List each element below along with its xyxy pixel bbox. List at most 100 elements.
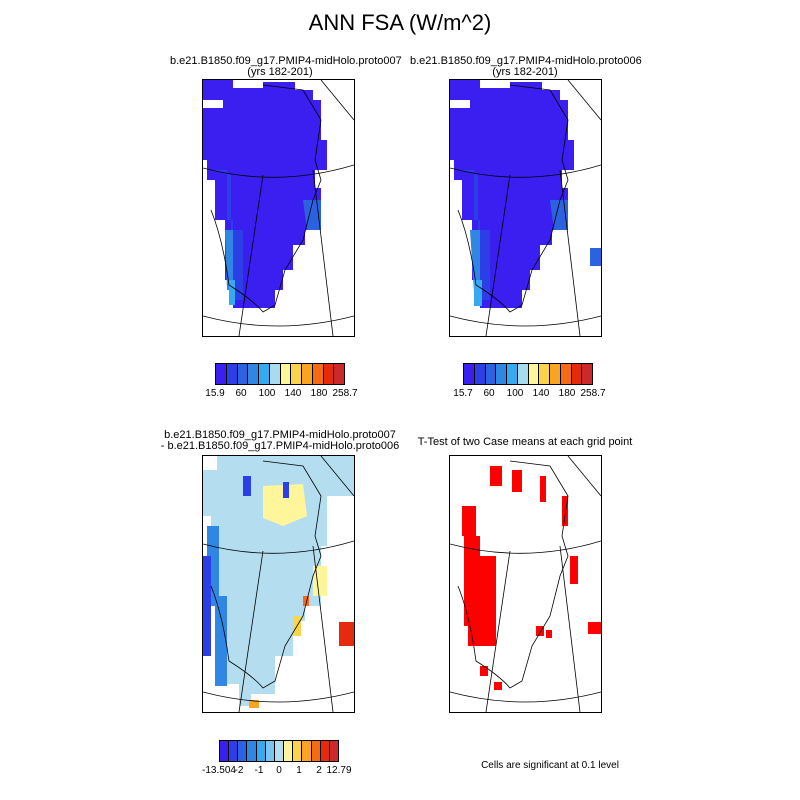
ttest-significant-cells xyxy=(462,466,601,690)
case1-colorbar: 15.9 60 100 140 180 258.7 xyxy=(205,363,358,402)
case1-colorbar-tick-label: 258.7 xyxy=(332,388,358,399)
significant-cell xyxy=(540,476,546,502)
case1-colorbar-tick-label: 100 xyxy=(258,388,276,399)
case2-colorbar-swatch xyxy=(496,364,507,384)
significant-cell xyxy=(462,506,476,536)
difference-colorbar-tick-label: -13.504 xyxy=(202,765,236,776)
case1-colorbar-tick-label: 140 xyxy=(284,388,302,399)
difference-colorbar-swatch xyxy=(220,741,230,761)
case1-colorbar-tick-label: 180 xyxy=(310,388,328,399)
difference-grid xyxy=(203,456,354,712)
case1-colorbar-swatch xyxy=(248,364,259,384)
case1-colorbar-tick-label: 60 xyxy=(235,388,247,399)
case2-title-line1: b.e21.B1850.f09_g17.PMIP4-midHolo.proto0… xyxy=(410,55,642,67)
difference-field xyxy=(203,456,354,708)
case2-colorbar-tick-label: 180 xyxy=(558,388,576,399)
difference-colorbar-swatch xyxy=(229,741,239,761)
difference-colorbar-tick-label: -2 xyxy=(234,765,244,776)
case1-colorbar-swatch xyxy=(302,364,313,384)
difference-colorbar-swatch xyxy=(256,741,266,761)
case1-field xyxy=(203,80,327,308)
significant-cell xyxy=(468,624,496,646)
case2-colorbar-swatch xyxy=(464,364,475,384)
difference-colorbar-swatch xyxy=(293,741,303,761)
difference-colorbar-swatch xyxy=(320,741,330,761)
case2-colorbar: 15.7 60 100 140 180 258.7 xyxy=(453,363,606,402)
case1-colorbar-swatch xyxy=(216,364,227,384)
ttest-map xyxy=(449,455,602,713)
difference-colorbar-tick-label: -1 xyxy=(254,765,264,776)
case1-colorbar-swatch xyxy=(280,364,292,384)
case2-colorbar-swatch xyxy=(485,364,497,384)
case1-colorbar-swatch xyxy=(237,364,249,384)
significant-cell xyxy=(588,622,601,634)
difference-colorbar-tick-label: 0 xyxy=(276,765,282,776)
case1-title-line1: b.e21.B1850.f09_g17.PMIP4-midHolo.proto0… xyxy=(170,55,402,67)
case2-title: b.e21.B1850.f09_g17.PMIP4-midHolo.proto0… xyxy=(410,55,642,78)
difference-colorbar-swatch xyxy=(238,741,248,761)
difference-title-line1: b.e21.B1850.f09_g17.PMIP4-midHolo.proto0… xyxy=(164,429,396,441)
case1-colorbar-swatch xyxy=(291,364,302,384)
difference-colorbar-tick-label: 2 xyxy=(316,765,322,776)
case1-colorbar-swatches xyxy=(215,363,345,385)
case2-colorbar-swatch xyxy=(539,364,550,384)
significant-cell xyxy=(570,556,578,584)
case2-colorbar-swatch xyxy=(474,364,486,384)
difference-title-line2: - b.e21.B1850.f09_g17.PMIP4-midHolo.prot… xyxy=(160,440,400,452)
case1-title: b.e21.B1850.f09_g17.PMIP4-midHolo.proto0… xyxy=(170,55,402,78)
case2-colorbar-tick-label: 60 xyxy=(483,388,495,399)
case2-colorbar-swatch xyxy=(560,364,572,384)
case2-colorbar-tick-label: 100 xyxy=(506,388,524,399)
case2-colorbar-tick-label: 258.7 xyxy=(580,388,606,399)
case2-colorbar-swatch xyxy=(528,364,540,384)
case2-colorbar-swatch xyxy=(550,364,561,384)
case1-colorbar-tick-label: 15.9 xyxy=(205,388,225,399)
significant-cell xyxy=(480,666,488,676)
figure-title: ANN FSA (W/m^2) xyxy=(308,10,492,35)
case1-colorbar-swatch xyxy=(312,364,324,384)
significant-cell xyxy=(494,682,502,690)
significant-cell xyxy=(490,466,502,486)
difference-colorbar-swatch xyxy=(329,741,339,761)
case2-title-line2: (yrs 182-201) xyxy=(492,66,558,78)
case1-grid xyxy=(203,80,354,336)
difference-colorbar-labels: -13.504 -2 -1 0 1 2 12.79 xyxy=(202,765,351,779)
significant-cell xyxy=(512,470,522,492)
difference-colorbar: -13.504 -2 -1 0 1 2 12.79 xyxy=(202,740,352,779)
case1-colorbar-swatch xyxy=(259,364,270,384)
case2-colorbar-swatch xyxy=(507,364,518,384)
difference-colorbar-swatch xyxy=(265,741,275,761)
difference-colorbar-swatch xyxy=(247,741,257,761)
case2-map xyxy=(449,79,602,337)
ttest-grid xyxy=(450,456,601,712)
difference-colorbar-swatch xyxy=(302,741,312,761)
difference-colorbar-swatch xyxy=(311,741,321,761)
significant-cell xyxy=(562,496,568,526)
case2-colorbar-tick-label: 15.7 xyxy=(453,388,473,399)
difference-colorbar-tick-label: 12.79 xyxy=(326,765,352,776)
difference-colorbar-swatch xyxy=(284,741,294,761)
difference-map xyxy=(202,455,355,713)
case1-colorbar-swatch xyxy=(269,364,281,384)
ttest-title: T-Test of two Case means at each grid po… xyxy=(417,436,633,448)
ttest-note: Cells are significant at 0.1 level xyxy=(481,760,619,771)
case2-colorbar-tick-label: 140 xyxy=(532,388,550,399)
case2-colorbar-labels: 15.7 60 100 140 180 258.7 xyxy=(453,388,605,402)
case1-colorbar-swatch xyxy=(323,364,335,384)
significant-cell xyxy=(536,626,544,636)
case2-colorbar-swatch xyxy=(517,364,529,384)
case2-colorbar-swatches xyxy=(463,363,593,385)
significant-cell xyxy=(546,630,552,638)
difference-colorbar-swatches xyxy=(219,740,339,762)
case1-title-line2: (yrs 182-201) xyxy=(247,66,313,78)
case2-colorbar-swatch xyxy=(571,364,583,384)
case1-colorbar-swatch xyxy=(226,364,238,384)
case2-field xyxy=(450,80,601,308)
difference-title: b.e21.B1850.f09_g17.PMIP4-midHolo.proto0… xyxy=(150,430,410,452)
case2-colorbar-swatch xyxy=(582,364,592,384)
case2-grid xyxy=(450,80,601,336)
case1-colorbar-labels: 15.9 60 100 140 180 258.7 xyxy=(205,388,357,402)
difference-colorbar-tick-label: 1 xyxy=(296,765,302,776)
difference-colorbar-swatch xyxy=(274,741,285,761)
case1-colorbar-swatch xyxy=(334,364,344,384)
